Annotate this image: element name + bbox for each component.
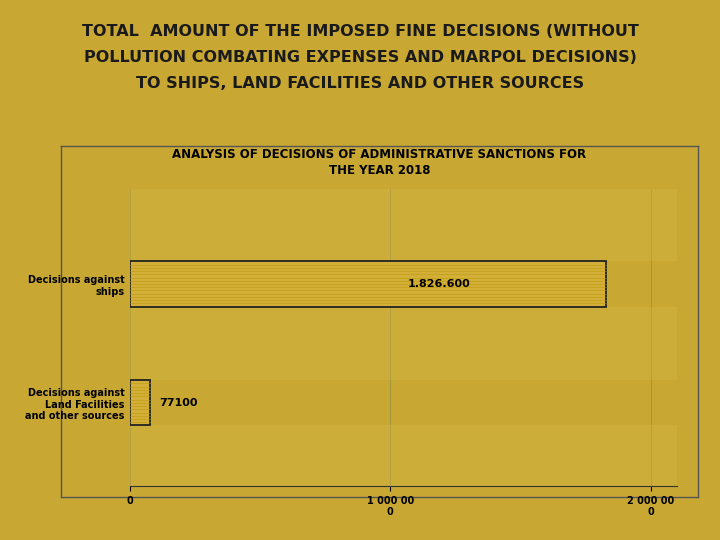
Bar	[130, 189, 677, 261]
Text: TO SHIPS, LAND FACILITIES AND OTHER SOURCES: TO SHIPS, LAND FACILITIES AND OTHER SOUR…	[136, 76, 584, 91]
Text: ANALYSIS OF DECISIONS OF ADMINISTRATIVE SANCTIONS FOR
THE YEAR 2018: ANALYSIS OF DECISIONS OF ADMINISTRATIVE …	[172, 148, 587, 177]
Text: 77100: 77100	[159, 398, 197, 408]
Text: 1.826.600: 1.826.600	[408, 279, 470, 289]
Bar	[130, 261, 606, 307]
Text: POLLUTION COMBATING EXPENSES AND MARPOL DECISIONS): POLLUTION COMBATING EXPENSES AND MARPOL …	[84, 50, 636, 65]
Bar	[130, 380, 150, 426]
Text: TOTAL  AMOUNT OF THE IMPOSED FINE DECISIONS (WITHOUT: TOTAL AMOUNT OF THE IMPOSED FINE DECISIO…	[81, 24, 639, 39]
Bar	[130, 426, 677, 486]
Bar	[130, 307, 677, 380]
